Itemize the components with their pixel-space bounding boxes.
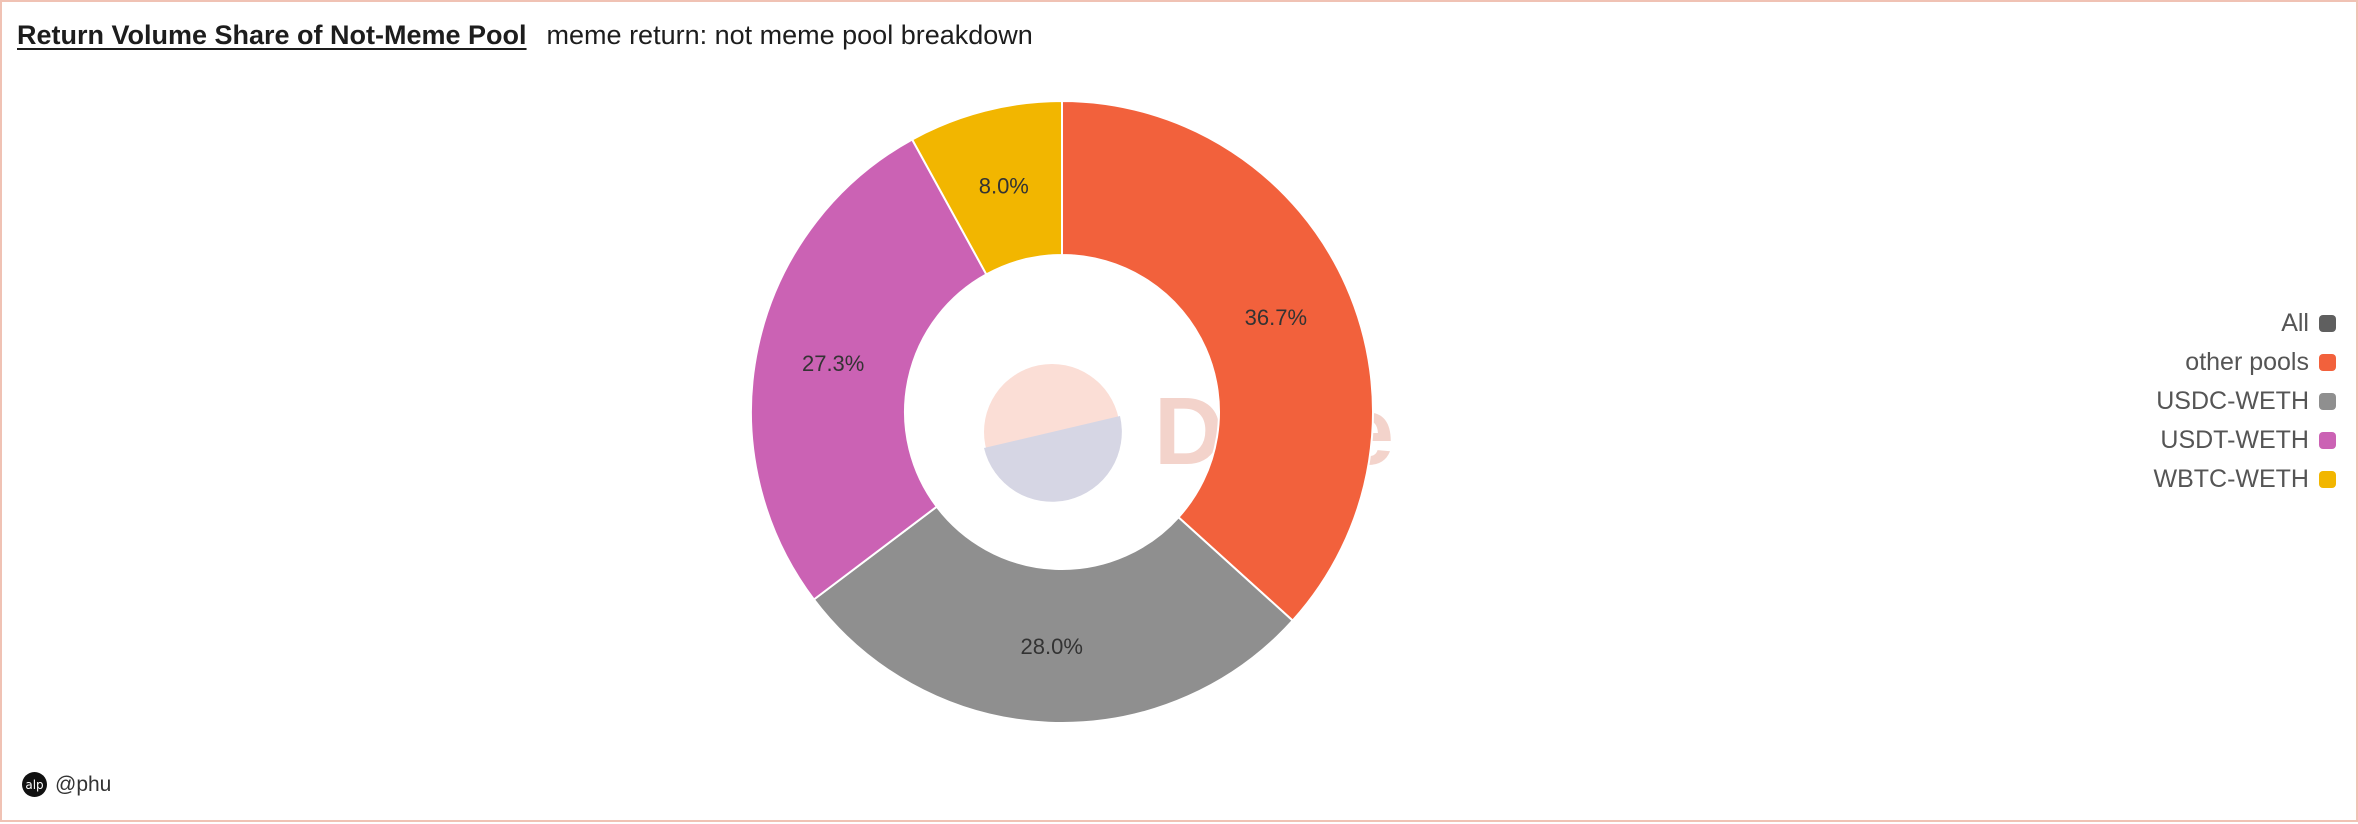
legend-label: WBTC-WETH	[2153, 465, 2309, 493]
legend-item-wbtc-weth[interactable]: WBTC-WETH	[2153, 460, 2336, 499]
author-handle[interactable]: @phu	[55, 772, 112, 796]
legend-swatch	[2319, 393, 2336, 410]
legend-label: All	[2281, 309, 2309, 337]
slice-label: 27.3%	[802, 351, 864, 376]
chart-footer: alp @phu	[22, 772, 111, 797]
legend-item-all[interactable]: All	[2281, 304, 2336, 343]
chart-title[interactable]: Return Volume Share of Not-Meme Pool	[17, 20, 527, 50]
legend-label: other pools	[2185, 348, 2309, 376]
legend-label: USDT-WETH	[2160, 426, 2309, 454]
donut-labels: 36.7% 28.0% 27.3% 8.0%	[802, 173, 1307, 658]
slice-wbtc-weth[interactable]	[910, 99, 1063, 276]
donut-slices	[750, 99, 1374, 724]
slice-label: 8.0%	[979, 173, 1029, 198]
author-avatar: alp	[22, 772, 47, 797]
chart-header: Return Volume Share of Not-Meme Pool mem…	[17, 20, 1033, 51]
legend-label: USDC-WETH	[2156, 387, 2309, 415]
slice-label: 36.7%	[1245, 305, 1307, 330]
legend-item-usdt-weth[interactable]: USDT-WETH	[2160, 421, 2336, 460]
author-avatar-text: alp	[25, 777, 44, 792]
slice-usdt-weth[interactable]	[750, 138, 988, 601]
legend-item-usdc-weth[interactable]: USDC-WETH	[2156, 382, 2336, 421]
legend-swatch	[2319, 354, 2336, 371]
legend-swatch	[2319, 315, 2336, 332]
slice-other-pools[interactable]	[1061, 99, 1374, 622]
slice-usdc-weth[interactable]	[812, 505, 1295, 724]
watermark-logo-bottom	[984, 416, 1122, 502]
legend-swatch	[2319, 471, 2336, 488]
legend-item-other-pools[interactable]: other pools	[2185, 343, 2336, 382]
legend-swatch	[2319, 432, 2336, 449]
chart-legend: All other pools USDC-WETH USDT-WETH WBTC-WET…	[2153, 304, 2336, 499]
slice-label: 28.0%	[1021, 634, 1083, 659]
chart-subtitle: meme return: not meme pool breakdown	[546, 20, 1033, 50]
